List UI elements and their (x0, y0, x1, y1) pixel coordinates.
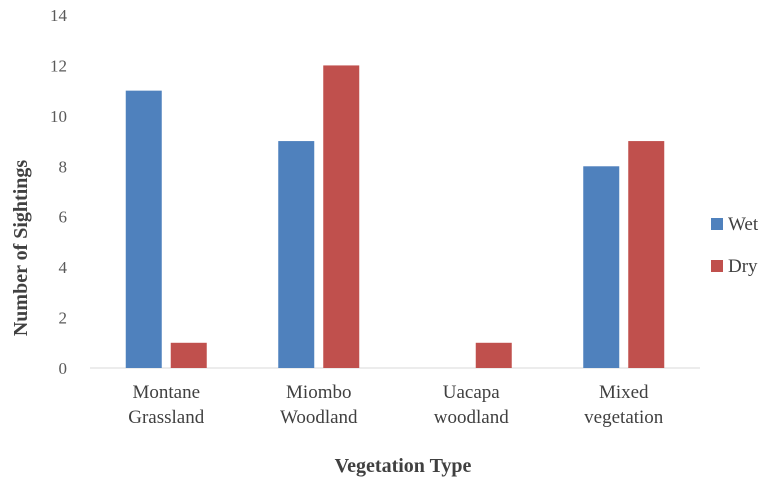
bar-wet-3 (583, 166, 620, 368)
bar-dry-2 (475, 342, 512, 368)
x-category-label: Montane (132, 382, 200, 403)
x-category-label: vegetation (584, 407, 664, 428)
y-tick-label: 8 (59, 157, 68, 176)
bar-wet-0 (125, 90, 162, 369)
x-category-label: Mixed (599, 382, 649, 403)
legend: Wet Dry (711, 214, 759, 277)
y-axis-ticks: 0 2 4 6 8 10 12 14 (50, 6, 68, 378)
legend-swatch-dry (711, 260, 723, 272)
y-tick-label: 6 (59, 208, 68, 227)
x-axis-category-labels: Montane Grassland Miombo Woodland Uacapa wood… (128, 382, 664, 428)
y-tick-label: 2 (59, 309, 68, 328)
bars (125, 65, 665, 369)
x-category-label: woodland (434, 407, 509, 428)
y-tick-label: 12 (50, 56, 67, 75)
bar-dry-3 (628, 141, 665, 368)
legend-label-wet: Wet (728, 214, 759, 235)
bar-dry-0 (170, 342, 207, 368)
x-category-label: Uacapa (443, 382, 501, 403)
bar-dry-1 (323, 65, 360, 368)
y-axis-title: Number of Sightings (10, 160, 32, 337)
x-axis-title: Vegetation Type (335, 455, 472, 477)
bar-wet-1 (278, 141, 315, 368)
x-category-label: Miombo (286, 382, 351, 403)
x-category-label: Grassland (128, 407, 204, 428)
x-category-label: Woodland (280, 407, 358, 428)
y-tick-label: 10 (50, 107, 67, 126)
y-tick-label: 0 (59, 359, 68, 378)
legend-swatch-wet (711, 218, 723, 230)
legend-label-dry: Dry (728, 256, 758, 277)
y-tick-label: 14 (50, 6, 68, 25)
y-tick-label: 4 (59, 258, 68, 277)
